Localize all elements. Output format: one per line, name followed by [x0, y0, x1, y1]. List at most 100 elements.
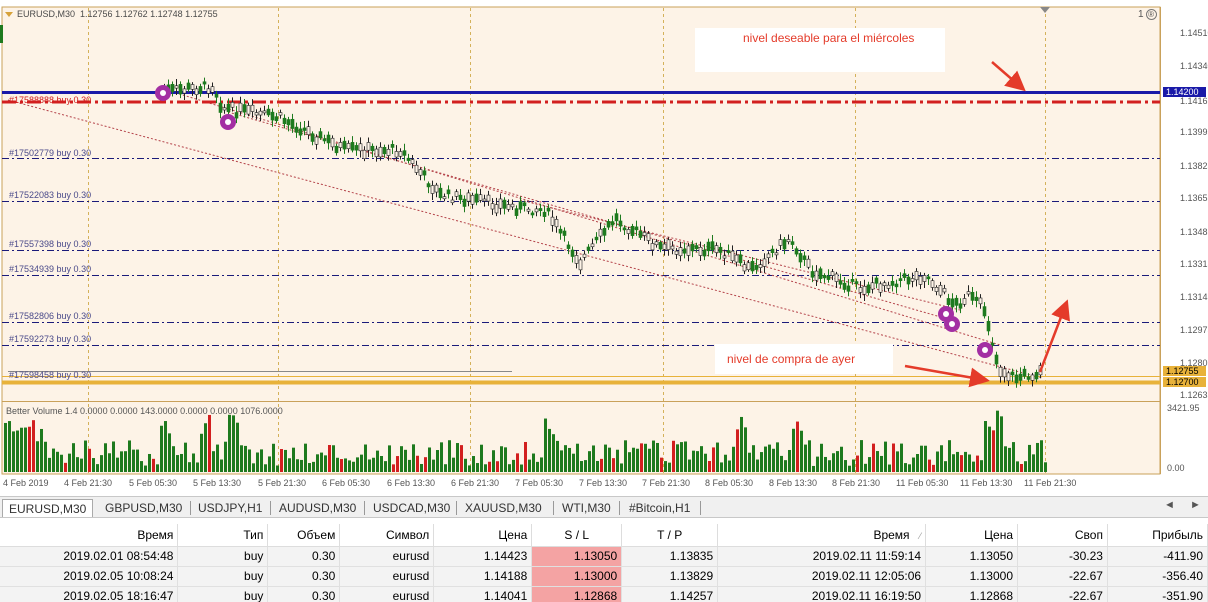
tab-usdjpy[interactable]: USDJPY,H1	[198, 501, 263, 515]
price-tick: 1.13655	[1180, 193, 1208, 203]
order-label: #17534939 buy 0.30	[9, 264, 92, 274]
price-chart[interactable]: EURUSD,M30 1.12756 1.12762 1.12748 1.127…	[0, 0, 1208, 494]
volume-bar	[616, 449, 619, 472]
candle-body	[646, 233, 651, 241]
tab-separator	[553, 501, 554, 515]
volume-bar	[900, 443, 903, 472]
candle-body	[214, 93, 219, 98]
volume-bar	[728, 460, 731, 472]
volume-bar	[632, 447, 635, 472]
volume-bar	[480, 444, 483, 472]
col-header-sl[interactable]: S / L	[531, 524, 623, 547]
volume-bar	[300, 459, 303, 472]
candle-body	[698, 247, 703, 256]
tab-wti[interactable]: WTI,M30	[562, 501, 611, 515]
volume-bar	[172, 446, 175, 472]
time-label: 8 Feb 05:30	[705, 478, 754, 488]
col-header-tp[interactable]: T / P	[621, 524, 719, 547]
volume-bar	[676, 444, 679, 472]
volume-bar	[168, 433, 171, 472]
order-label: #17598458 buy 0.30	[9, 370, 92, 380]
candle-body	[962, 298, 967, 305]
tab-eurusd[interactable]: EURUSD,M30	[2, 499, 94, 517]
col-header-close-price[interactable]: Цена	[925, 524, 1019, 547]
tab-xauusd[interactable]: XAUUSD,M30	[465, 501, 542, 515]
cell-close-time: 2019.02.11 16:19:50	[717, 586, 927, 602]
chart-menu-icon[interactable]	[5, 12, 13, 17]
table-row[interactable]: 2019.02.05 10:08:24 buy 0.30 eurusd 1.14…	[0, 566, 1208, 587]
candle-body	[730, 250, 735, 262]
chart-canvas[interactable]	[0, 0, 1208, 494]
volume-bar	[56, 451, 59, 472]
shift-marker-icon[interactable]	[1040, 7, 1050, 13]
cell-tp: 1.13829	[621, 566, 719, 587]
price-tag-current: 1.12755	[1163, 366, 1206, 376]
tab-bitcoin[interactable]: #Bitcoin,H1	[629, 501, 691, 515]
candle-body	[330, 137, 335, 148]
volume-bar	[24, 427, 27, 472]
volume-bar	[184, 442, 187, 472]
volume-bar	[640, 443, 643, 472]
table-row[interactable]: 2019.02.01 08:54:48 buy 0.30 eurusd 1.14…	[0, 546, 1208, 567]
candle-body	[618, 220, 623, 227]
col-header-open-time[interactable]: Время	[0, 524, 179, 547]
trendline-upper-2	[519, 199, 961, 311]
tab-usdcad[interactable]: USDCAD,M30	[373, 501, 451, 515]
col-header-type[interactable]: Тип	[177, 524, 269, 547]
volume-bar	[844, 460, 847, 472]
table-row[interactable]: 2019.02.05 18:16:47 buy 0.30 eurusd 1.14…	[0, 586, 1208, 602]
volume-bar	[892, 443, 895, 472]
col-header-volume[interactable]: Объем	[267, 524, 341, 547]
one-click-trading[interactable]: 1 ®	[1138, 9, 1157, 20]
volume-bar	[208, 414, 211, 472]
candle-body	[418, 169, 423, 176]
col-header-close-time[interactable]: Время ⁄	[717, 524, 927, 547]
volume-bar	[924, 445, 927, 472]
candle-body	[382, 146, 387, 155]
tab-scroll-left-icon[interactable]: ◄	[1164, 499, 1175, 511]
tab-gbpusd[interactable]: GBPUSD,M30	[105, 501, 183, 515]
volume-bar	[120, 451, 123, 472]
candle-body	[206, 88, 211, 94]
col-header-symbol[interactable]: Символ	[339, 524, 435, 547]
volume-bar	[8, 421, 11, 472]
volume-bar	[368, 459, 371, 472]
candle-body	[246, 105, 251, 115]
candle-body	[982, 306, 987, 317]
col-header-profit[interactable]: Прибыль	[1107, 524, 1208, 547]
candle-body	[686, 245, 691, 256]
volume-bar	[588, 451, 591, 472]
tab-separator	[619, 501, 620, 515]
position-markers[interactable]	[155, 85, 993, 358]
candle-body	[602, 228, 607, 236]
candle-body	[674, 250, 679, 255]
candle-body	[718, 246, 723, 253]
volume-bar	[1028, 444, 1031, 472]
candle-body	[374, 148, 379, 158]
tab-scroll-right-icon[interactable]: ►	[1190, 499, 1201, 511]
candle-body	[470, 195, 475, 205]
volume-bar	[948, 440, 951, 472]
col-header-open-price[interactable]: Цена	[433, 524, 533, 547]
tab-audusd[interactable]: AUDUSD,M30	[279, 501, 357, 515]
candle-body	[622, 227, 627, 231]
volume-bar	[492, 450, 495, 472]
time-label: 7 Feb 21:30	[642, 478, 691, 488]
time-label: 11 Feb 13:30	[960, 478, 1013, 488]
left-edge-marker	[0, 25, 3, 43]
price-tick: 1.13995	[1180, 127, 1208, 137]
volume-bar	[232, 415, 235, 472]
candle-body	[1002, 368, 1007, 378]
candle-body	[510, 203, 515, 208]
volume-bar	[240, 445, 243, 472]
position-marker-dot	[949, 321, 955, 327]
candle-body	[474, 193, 479, 203]
volume-bar	[1040, 440, 1043, 472]
candles[interactable]	[158, 77, 1043, 388]
col-header-swap[interactable]: Своп	[1017, 524, 1108, 547]
volume-bar	[276, 465, 279, 472]
volume-bar	[860, 440, 863, 472]
candle-body	[322, 138, 327, 142]
volume-bar	[312, 461, 315, 472]
settings-circle-icon[interactable]: ®	[1145, 9, 1157, 20]
